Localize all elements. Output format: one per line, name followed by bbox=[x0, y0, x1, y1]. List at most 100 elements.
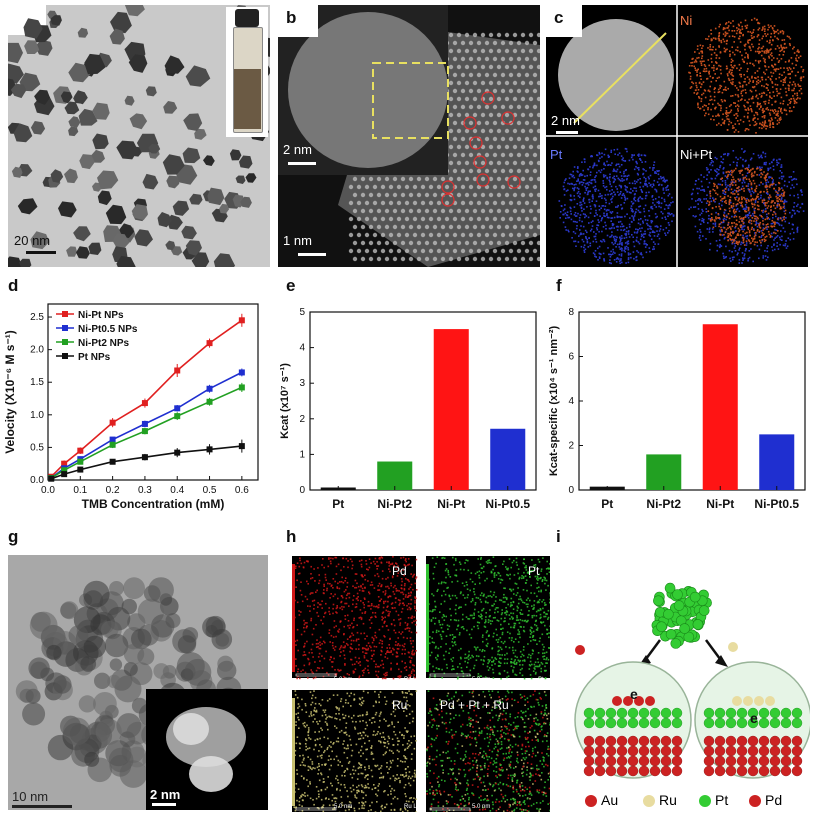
map-pixel bbox=[703, 109, 705, 111]
map-pixel bbox=[720, 72, 722, 75]
map-pixel bbox=[747, 185, 749, 187]
map-pixel bbox=[594, 185, 597, 188]
map-pixel bbox=[742, 239, 745, 242]
map-pixel bbox=[742, 241, 745, 244]
map-pixel bbox=[747, 56, 749, 58]
map-pixel bbox=[631, 154, 633, 156]
lattice-atom bbox=[504, 192, 510, 198]
map-pixel bbox=[588, 201, 591, 204]
map-pixel bbox=[705, 70, 708, 72]
map-pixel bbox=[769, 196, 772, 198]
map-pixel bbox=[466, 666, 468, 668]
map-pixel bbox=[397, 637, 399, 639]
map-pixel bbox=[723, 257, 725, 259]
map-pixel bbox=[743, 228, 745, 231]
map-pixel bbox=[743, 221, 745, 224]
map-pixel bbox=[381, 642, 383, 645]
map-pixel bbox=[783, 109, 786, 111]
map-pixel bbox=[759, 80, 761, 83]
lattice-atom bbox=[520, 208, 526, 214]
map-pixel bbox=[564, 179, 566, 182]
nanoparticle bbox=[8, 256, 23, 267]
map-pixel bbox=[782, 195, 784, 197]
map-pixel bbox=[648, 215, 651, 217]
map-pixel bbox=[723, 40, 726, 43]
map-pixel bbox=[764, 100, 767, 103]
map-pixel bbox=[738, 24, 740, 27]
map-pixel bbox=[356, 624, 358, 626]
map-pixel bbox=[764, 176, 766, 179]
map-pixel bbox=[368, 592, 371, 595]
lattice-atom bbox=[412, 216, 418, 222]
map-pixel bbox=[775, 191, 777, 193]
map-pixel bbox=[338, 670, 340, 672]
map-pixel bbox=[791, 184, 794, 186]
map-pixel bbox=[755, 232, 757, 234]
map-pixel bbox=[717, 91, 720, 94]
map-pixel bbox=[755, 221, 757, 223]
map-pixel bbox=[725, 49, 727, 51]
map-pixel bbox=[399, 622, 402, 624]
map-pixel bbox=[437, 655, 439, 657]
map-pixel bbox=[612, 177, 614, 179]
map-pixel bbox=[323, 583, 325, 586]
map-pixel bbox=[608, 216, 610, 219]
map-label-pt: Pt bbox=[550, 147, 563, 162]
map-pixel bbox=[335, 573, 338, 575]
map-pixel bbox=[357, 638, 360, 640]
particle-blob bbox=[93, 692, 117, 716]
map-pixel bbox=[719, 218, 721, 220]
map-pixel bbox=[583, 158, 586, 160]
map-pixel bbox=[609, 183, 611, 185]
map-pixel bbox=[407, 596, 410, 598]
category-label: Pt bbox=[601, 497, 613, 511]
map-pixel bbox=[378, 557, 381, 559]
lattice-atom bbox=[492, 184, 498, 190]
lattice-atom bbox=[484, 248, 490, 254]
particle-blob bbox=[126, 721, 150, 745]
map-pixel bbox=[638, 169, 640, 171]
lattice-atom bbox=[516, 168, 522, 174]
map-pixel bbox=[331, 584, 333, 587]
map-pixel bbox=[624, 188, 627, 191]
map-pixel bbox=[347, 566, 349, 569]
map-pixel bbox=[720, 124, 722, 126]
map-pixel bbox=[586, 193, 589, 196]
highlight-circle bbox=[463, 116, 477, 130]
map-pixel bbox=[373, 660, 375, 662]
map-pixel bbox=[567, 216, 569, 219]
map-pixel bbox=[619, 237, 621, 239]
map-pixel bbox=[788, 181, 790, 183]
map-pixel bbox=[779, 243, 781, 246]
map-pixel bbox=[736, 29, 739, 32]
map-pixel bbox=[747, 53, 749, 56]
map-pixel bbox=[582, 213, 585, 215]
map-pixel bbox=[741, 148, 743, 150]
map-pixel bbox=[331, 644, 334, 647]
map-pixel bbox=[615, 261, 618, 263]
map-pixel bbox=[386, 651, 388, 653]
map-pixel bbox=[718, 169, 720, 171]
map-pixel bbox=[718, 91, 721, 93]
map-pixel bbox=[636, 167, 639, 169]
map-pixel bbox=[313, 568, 315, 570]
map-pixel bbox=[611, 211, 614, 213]
map-pixel bbox=[614, 153, 616, 155]
map-pixel bbox=[400, 584, 403, 586]
map-pixel bbox=[378, 589, 381, 591]
nanoparticle bbox=[164, 55, 185, 74]
map-pixel bbox=[753, 124, 756, 127]
map-pixel bbox=[751, 237, 753, 240]
map-pixel bbox=[633, 257, 635, 260]
map-pixel bbox=[722, 38, 725, 41]
lattice-atom bbox=[512, 128, 518, 134]
map-pixel bbox=[708, 35, 710, 38]
map-pixel bbox=[392, 556, 394, 558]
map-pixel bbox=[415, 650, 417, 652]
map-pixel bbox=[390, 668, 392, 671]
map-pixel bbox=[400, 670, 403, 673]
map-pixel bbox=[723, 219, 725, 222]
map-pixel bbox=[605, 228, 607, 230]
map-pixel bbox=[608, 253, 610, 256]
map-pixel bbox=[408, 588, 410, 590]
